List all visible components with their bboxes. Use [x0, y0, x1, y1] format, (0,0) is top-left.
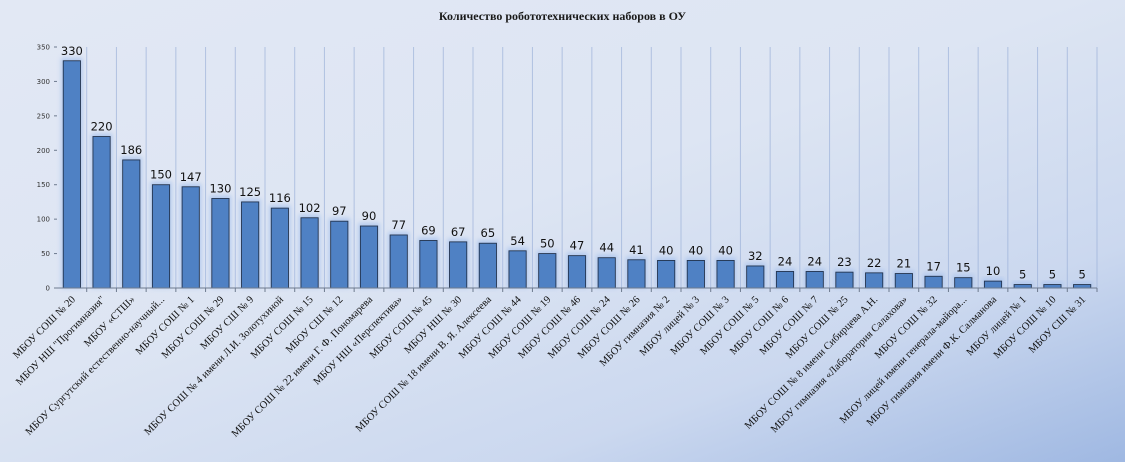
bar: [954, 277, 973, 289]
bar: [211, 198, 230, 289]
bar: [597, 257, 616, 289]
bar: [181, 186, 200, 289]
data-label: 102: [299, 201, 321, 215]
bar: [122, 159, 141, 289]
bar: [924, 275, 943, 289]
data-labels: 330 220 186 150 147 130 125 116 102 97 90 77 69 67 65 5…: [61, 44, 1086, 282]
data-label: 44: [599, 241, 614, 255]
data-label: 5: [1078, 268, 1085, 282]
bar: [389, 234, 408, 289]
bar: [894, 273, 913, 289]
bar: [746, 265, 765, 289]
data-label: 24: [778, 254, 793, 268]
data-label: 220: [91, 120, 113, 134]
bar: [805, 271, 824, 289]
data-label: 5: [1019, 268, 1026, 282]
data-label: 50: [540, 237, 555, 251]
bar: [1073, 284, 1092, 289]
x-tick-label: МБОУ СОШ № 4 имени Л.И. Золотухиной: [143, 294, 287, 438]
data-label: 54: [510, 234, 525, 248]
bar: [1043, 284, 1062, 289]
bar: [92, 136, 111, 289]
bar: [241, 201, 260, 289]
data-label: 97: [332, 204, 347, 218]
bar: [835, 271, 854, 289]
bar: [330, 220, 349, 289]
chart-title: Количество робототехнических наборов в О…: [438, 9, 687, 23]
bar: [478, 242, 497, 289]
data-label: 77: [391, 218, 406, 232]
bar: [865, 272, 884, 289]
axes: [54, 46, 1098, 292]
x-tick-label: МБОУ СОШ № 22 имени Г. Ф. Пономарева: [230, 294, 376, 440]
bar: [1013, 284, 1032, 289]
bar: [627, 259, 646, 289]
data-label: 125: [239, 185, 261, 199]
bar: [716, 260, 735, 289]
bar: [775, 271, 795, 289]
data-label: 17: [926, 259, 941, 273]
x-tick-label: МБОУ гимназия «Лаборатория Салахова»: [769, 294, 910, 435]
y-tick-label: 150: [37, 181, 50, 189]
data-label: 65: [481, 226, 496, 240]
x-tick-label: МБОУ СШ № 31: [1027, 294, 1088, 355]
data-label: 116: [269, 191, 291, 205]
data-label: 186: [120, 143, 142, 157]
bars: [62, 60, 1092, 289]
y-tick-label: 300: [37, 78, 50, 86]
bar: [449, 241, 468, 289]
data-label: 10: [986, 264, 1001, 278]
y-tick-label: 350: [37, 44, 50, 52]
x-tick-label: МБОУ Сургутский естественно-научный...: [24, 294, 167, 437]
data-label: 22: [867, 256, 882, 270]
data-label: 69: [421, 223, 436, 237]
y-tick-labels: 0 50 100 150 200 250 300 350: [37, 44, 50, 293]
data-label: 130: [209, 181, 231, 195]
data-label: 147: [180, 170, 202, 184]
data-label: 330: [61, 44, 83, 58]
data-label: 47: [570, 239, 585, 253]
y-tick-label: 50: [41, 250, 50, 258]
bar: [62, 60, 81, 289]
data-label: 32: [748, 249, 763, 263]
data-label: 67: [451, 225, 466, 239]
bar: [270, 207, 289, 289]
bar: [359, 225, 379, 289]
x-tick-label: МБОУ СШ № 9: [199, 294, 257, 352]
data-label: 24: [807, 254, 822, 268]
data-label: 150: [150, 168, 172, 182]
bar: [538, 253, 557, 289]
bar: [983, 280, 1003, 289]
bar: [419, 240, 438, 289]
data-label: 40: [689, 243, 704, 257]
data-label: 5: [1049, 268, 1056, 282]
data-label: 41: [629, 243, 644, 257]
y-tick-label: 100: [37, 216, 50, 224]
y-tick-label: 0: [46, 285, 50, 293]
data-label: 40: [659, 243, 674, 257]
data-label: 21: [897, 257, 912, 271]
bar: [657, 260, 676, 289]
y-tick-label: 200: [37, 147, 50, 155]
bar: [151, 184, 171, 289]
data-label: 40: [718, 243, 733, 257]
gridlines: [86, 47, 1098, 288]
bar: [686, 260, 705, 289]
data-label: 90: [362, 209, 377, 223]
bar: [300, 217, 319, 289]
data-label: 23: [837, 255, 852, 269]
y-tick-label: 250: [37, 112, 50, 120]
bar: [508, 250, 527, 289]
data-label: 15: [956, 261, 971, 275]
bar: [567, 255, 587, 289]
